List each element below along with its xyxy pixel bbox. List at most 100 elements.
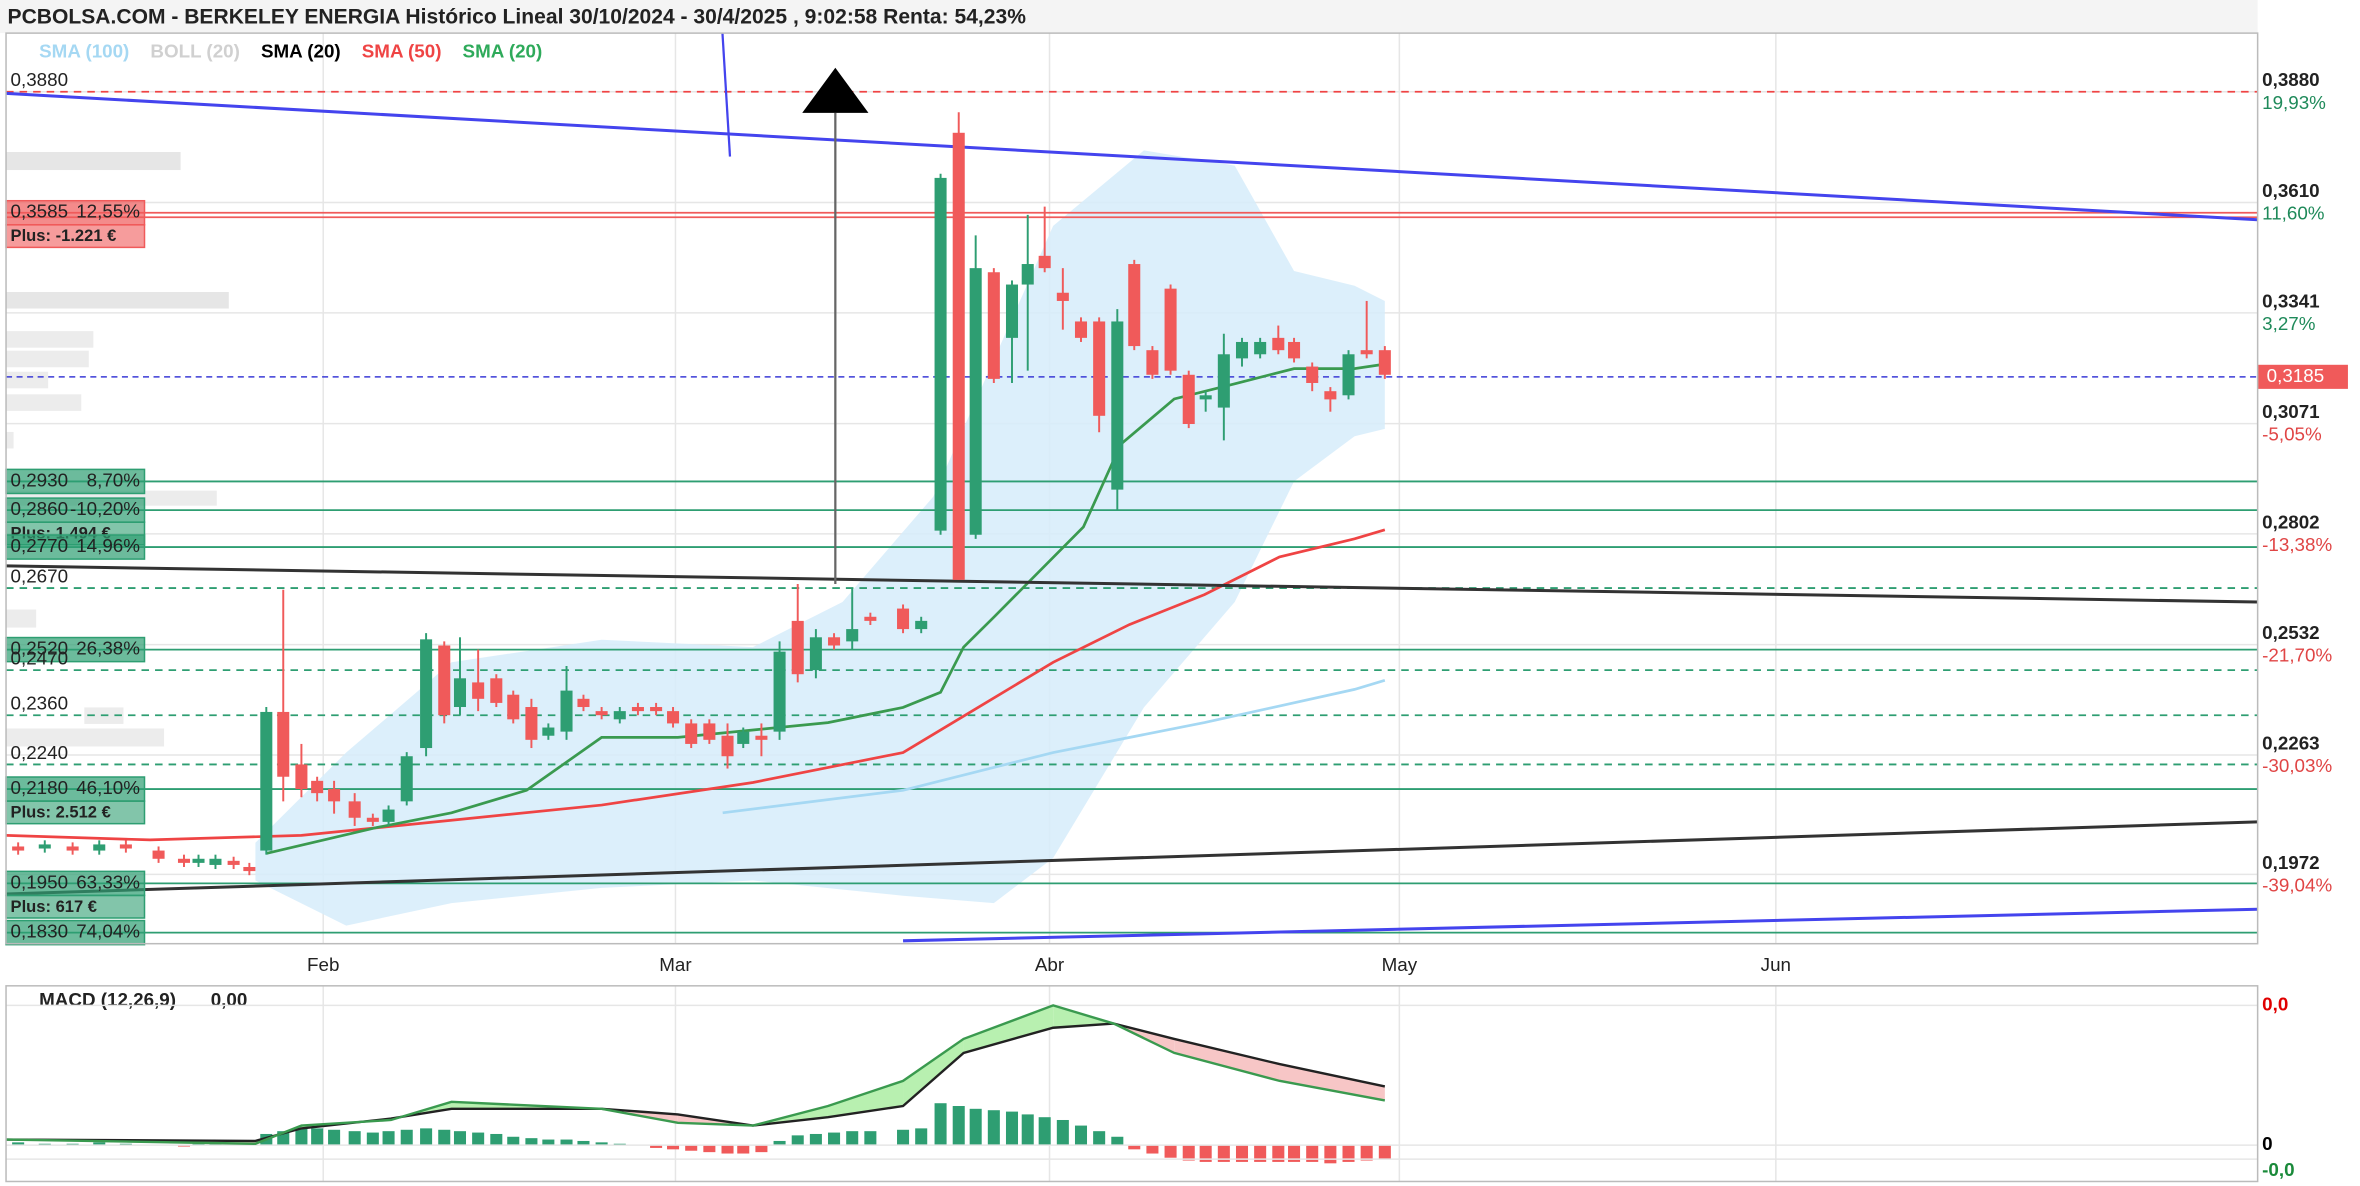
candle-body <box>420 639 433 749</box>
profile-bar <box>6 431 14 449</box>
x-tick-label: Mar <box>659 954 691 975</box>
y-tick-label: 0,3880 <box>2262 69 2320 90</box>
plus-label: Plus: 617 € <box>11 897 97 916</box>
candle-body <box>260 711 273 851</box>
title-bar <box>0 0 2258 34</box>
x-tick-label: Jun <box>1761 954 1791 975</box>
candle-body <box>382 809 395 822</box>
candle-body <box>66 846 79 851</box>
macd-bar <box>1324 1145 1337 1164</box>
macd-fill <box>963 1005 1054 1053</box>
candle-body <box>685 723 698 744</box>
level-label: 0,2240 <box>11 742 68 763</box>
candle-body <box>348 801 361 818</box>
macd-tick-label: 0 <box>2262 1133 2272 1154</box>
profile-bar <box>6 609 37 628</box>
candle-body <box>1288 341 1301 359</box>
macd-bar <box>542 1139 555 1146</box>
macd-bar <box>721 1145 734 1154</box>
level-label: 0,2470 <box>11 648 68 669</box>
macd-bar <box>1272 1145 1285 1162</box>
macd-fill <box>1174 1038 1280 1081</box>
plot-frame <box>5 32 2259 945</box>
candle-body <box>828 637 841 646</box>
legend-entry: SMA (50) <box>362 41 442 62</box>
macd-fill <box>1279 1064 1385 1101</box>
macd-bar <box>420 1128 433 1146</box>
candle-body <box>152 850 165 859</box>
legend-entry: BOLL (20) <box>150 41 239 62</box>
candle-body <box>577 698 590 708</box>
candle-body <box>650 707 663 712</box>
macd-bar <box>846 1131 859 1146</box>
candle-body <box>328 789 341 802</box>
legend: SMA (100) BOLL (20) SMA (20) SMA (50) SMA (2… <box>39 41 542 62</box>
legend-entry: SMA (20) <box>261 41 341 62</box>
sma-line <box>5 528 1386 842</box>
level-change: 14,96% <box>76 535 140 556</box>
level-change: 26,38% <box>76 638 140 659</box>
plus-label: Plus: -1.221 € <box>11 226 117 245</box>
macd-title: MACD (12,26,9) <box>39 989 176 1010</box>
trend-line <box>5 820 2258 896</box>
y-tick-label: 0,2263 <box>2262 732 2320 753</box>
macd-value: 0,00 <box>211 989 248 1010</box>
y-tick-label: 0,2532 <box>2262 622 2320 643</box>
macd-bar <box>12 1142 25 1146</box>
macd-bar <box>1235 1145 1249 1162</box>
macd-bar <box>703 1145 716 1153</box>
level-change: -10,20% <box>70 498 140 519</box>
macd-tick-label: 0,0 <box>2262 993 2288 1014</box>
macd-bar <box>952 1106 965 1146</box>
candle-body <box>755 735 768 740</box>
candle-body <box>1342 354 1355 396</box>
macd-bar <box>560 1139 573 1146</box>
candle-body <box>864 616 877 621</box>
macd-bar <box>1217 1145 1230 1162</box>
macd-bar <box>472 1132 485 1146</box>
level-change: 8,70% <box>87 469 141 490</box>
candle-body <box>243 866 256 872</box>
level-box <box>5 919 146 946</box>
y-tick-change: 3,27% <box>2262 313 2316 334</box>
candle-body <box>1056 292 1069 301</box>
y-tick-label: 0,2802 <box>2262 511 2320 532</box>
macd-bar <box>1182 1145 1195 1161</box>
candle-body <box>791 620 804 675</box>
macd-bar <box>1306 1145 1319 1162</box>
macd-bar <box>577 1140 590 1146</box>
macd-bar <box>1199 1145 1212 1162</box>
candle-body <box>542 727 555 736</box>
candle-body <box>613 711 626 720</box>
level-label: 0,2860 <box>11 498 68 519</box>
y-tick-change: -5,05% <box>2262 424 2322 445</box>
macd-bar <box>1288 1145 1301 1162</box>
candle-body <box>227 860 240 865</box>
macd-bar <box>400 1129 413 1146</box>
macd-bar <box>969 1108 982 1146</box>
candle-body <box>703 723 716 740</box>
macd-panel: MACD (12,26,9) 0,00 0,00-0,0 <box>6 989 2295 1180</box>
levels <box>6 90 2258 934</box>
candle-body <box>525 707 538 740</box>
drawn-line <box>721 33 732 157</box>
level-box <box>5 468 146 495</box>
candle-body <box>177 858 191 863</box>
x-tick-label: Feb <box>307 954 339 975</box>
macd-bar <box>809 1133 822 1146</box>
x-tick-label: Abr <box>1035 954 1064 975</box>
macd-bar <box>1111 1136 1124 1146</box>
macd-bar <box>934 1103 947 1146</box>
macd-bar <box>311 1128 324 1146</box>
candle-body <box>631 707 644 712</box>
macd-bar <box>1254 1145 1267 1162</box>
level-label: 0,2930 <box>11 469 68 490</box>
level-label: 0,2180 <box>11 777 68 798</box>
candle-body <box>737 731 750 744</box>
x-tick-label: May <box>1382 954 1418 975</box>
y-tick-label: 0,3341 <box>2262 290 2320 311</box>
macd-bar <box>1146 1145 1159 1154</box>
macd-bar <box>1005 1111 1019 1146</box>
candle-body <box>1146 350 1159 375</box>
candle-body <box>1164 288 1177 371</box>
